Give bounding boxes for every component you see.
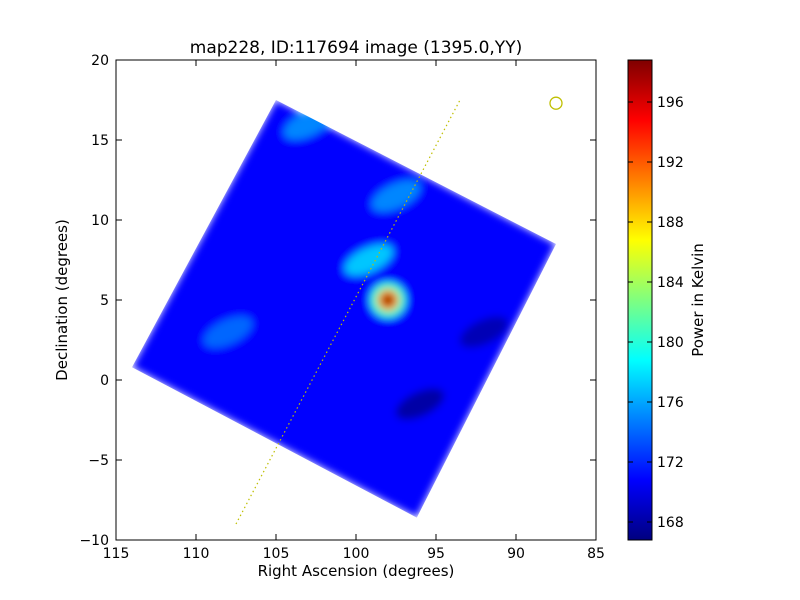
heatmap-feature [344,244,393,276]
colorbar-ticks: 196 192 188 184 180 176 172 168 [628,95,684,531]
y-tick-label: 10 [91,213,109,229]
heatmap-feature [371,180,421,212]
colorbar-tick-label: 188 [657,215,684,231]
x-tick-label: 105 [263,546,290,562]
colorbar-tick-label: 168 [657,515,684,531]
heatmap-feature [459,316,509,348]
y-tick-label: 5 [100,293,109,309]
y-tick-label: 15 [91,133,109,149]
x-tick-label: 110 [183,546,210,562]
x-tick-label: 90 [507,546,525,562]
colorbar-tick-label: 184 [657,275,684,291]
x-tick-label: 115 [103,546,130,562]
colorbar-tick-label: 192 [657,155,684,171]
x-tick-label: 95 [427,546,445,562]
y-tick-label: −5 [88,453,109,469]
x-axis: 115 110 105 100 95 90 85 [103,60,605,562]
circle-marker [549,96,563,110]
heatmap-background [132,100,556,518]
colorbar: 196 192 188 184 180 176 172 168 Power in Kelvin [627,59,707,541]
colorbar-tick-label: 176 [657,395,684,411]
heatmap-feature [203,316,253,348]
colorbar-tick-label: 180 [657,335,684,351]
colorbar-tick-label: 196 [657,95,684,111]
heatmap-layer [132,100,556,518]
x-tick-label: 85 [587,546,605,562]
colorbar-label: Power in Kelvin [689,243,707,357]
y-tick-label: 0 [100,373,109,389]
y-axis-label: Declination (degrees) [53,219,71,381]
y-tick-label: 20 [91,53,109,69]
dotted-track-line [235,99,461,525]
heatmap-feature [395,388,445,420]
y-axis: 20 15 10 5 0 −5 −10 [79,53,596,549]
colorbar-tick-label: 172 [657,455,684,471]
y-tick-label: −10 [79,533,109,549]
x-axis-label: Right Ascension (degrees) [258,562,455,580]
plot-area [116,60,596,540]
colorbar-gradient [627,59,653,541]
x-tick-label: 100 [343,546,370,562]
overlay-layer [235,96,563,525]
chart-title: map228, ID:117694 image (1395.0,YY) [190,38,522,58]
heatmap-region [132,100,556,518]
heatmap-feature [370,282,406,318]
